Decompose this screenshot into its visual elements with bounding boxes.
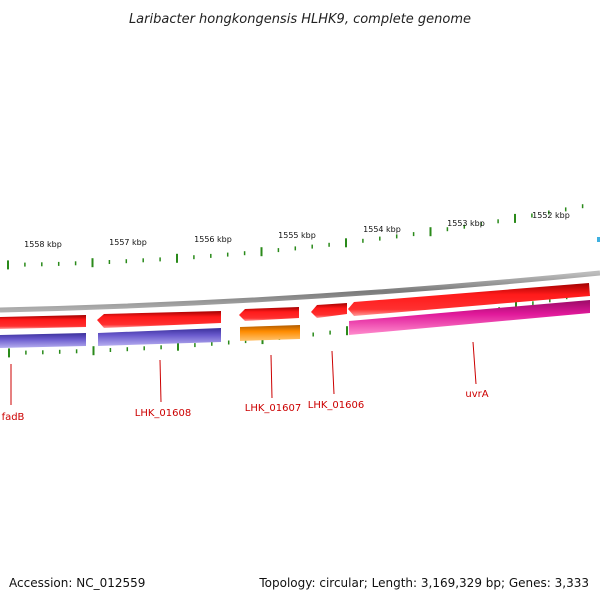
gene-label-LHK_01608: LHK_01608	[135, 408, 191, 419]
accession-text: Accession: NC_012559	[9, 576, 145, 590]
kbp-label-1557: 1557 kbp	[109, 238, 147, 247]
gene-label-LHK_01607: LHK_01607	[245, 403, 301, 414]
gene-LHK_01606-forward[interactable]	[311, 303, 347, 318]
gene-uvrA-track2[interactable]	[349, 300, 590, 335]
gene-LHK_01608-track2[interactable]	[98, 328, 221, 346]
gene-label-LHK_01606: LHK_01606	[308, 400, 364, 411]
gene-uvrA-forward[interactable]	[348, 283, 590, 316]
leader-line-uvrA	[472, 341, 477, 385]
gene-label-fadB: fadB	[2, 412, 25, 423]
leader-line-LHK_01606	[331, 350, 335, 395]
kbp-label-1555: 1555 kbp	[278, 231, 316, 240]
outer-tick-row	[7, 204, 584, 270]
gene-fadB-track2[interactable]	[0, 333, 86, 348]
leader-line-LHK_01608	[159, 359, 162, 403]
map-title: Laribacter hongkongensis HLHK9, complete…	[129, 12, 471, 27]
gene-LHK_01608-forward[interactable]	[97, 311, 221, 328]
kbp-label-1556: 1556 kbp	[194, 235, 232, 244]
gene-LHK_01607-track2[interactable]	[240, 325, 300, 341]
kbp-label-1554: 1554 kbp	[363, 225, 401, 234]
kbp-label-1553: 1553 kbp	[447, 219, 485, 228]
gene-LHK_01607-forward[interactable]	[239, 307, 299, 321]
genome-backbone	[0, 270, 600, 313]
gene-label-uvrA: uvrA	[465, 389, 488, 400]
summary-text: Topology: circular; Length: 3,169,329 bp…	[258, 576, 589, 590]
kbp-label-1558: 1558 kbp	[24, 240, 62, 249]
leader-line-LHK_01607	[270, 354, 273, 399]
kbp-label-1552: 1552 kbp	[532, 211, 570, 220]
gene-fadB-forward[interactable]	[0, 315, 86, 329]
edge-marker	[597, 237, 600, 242]
